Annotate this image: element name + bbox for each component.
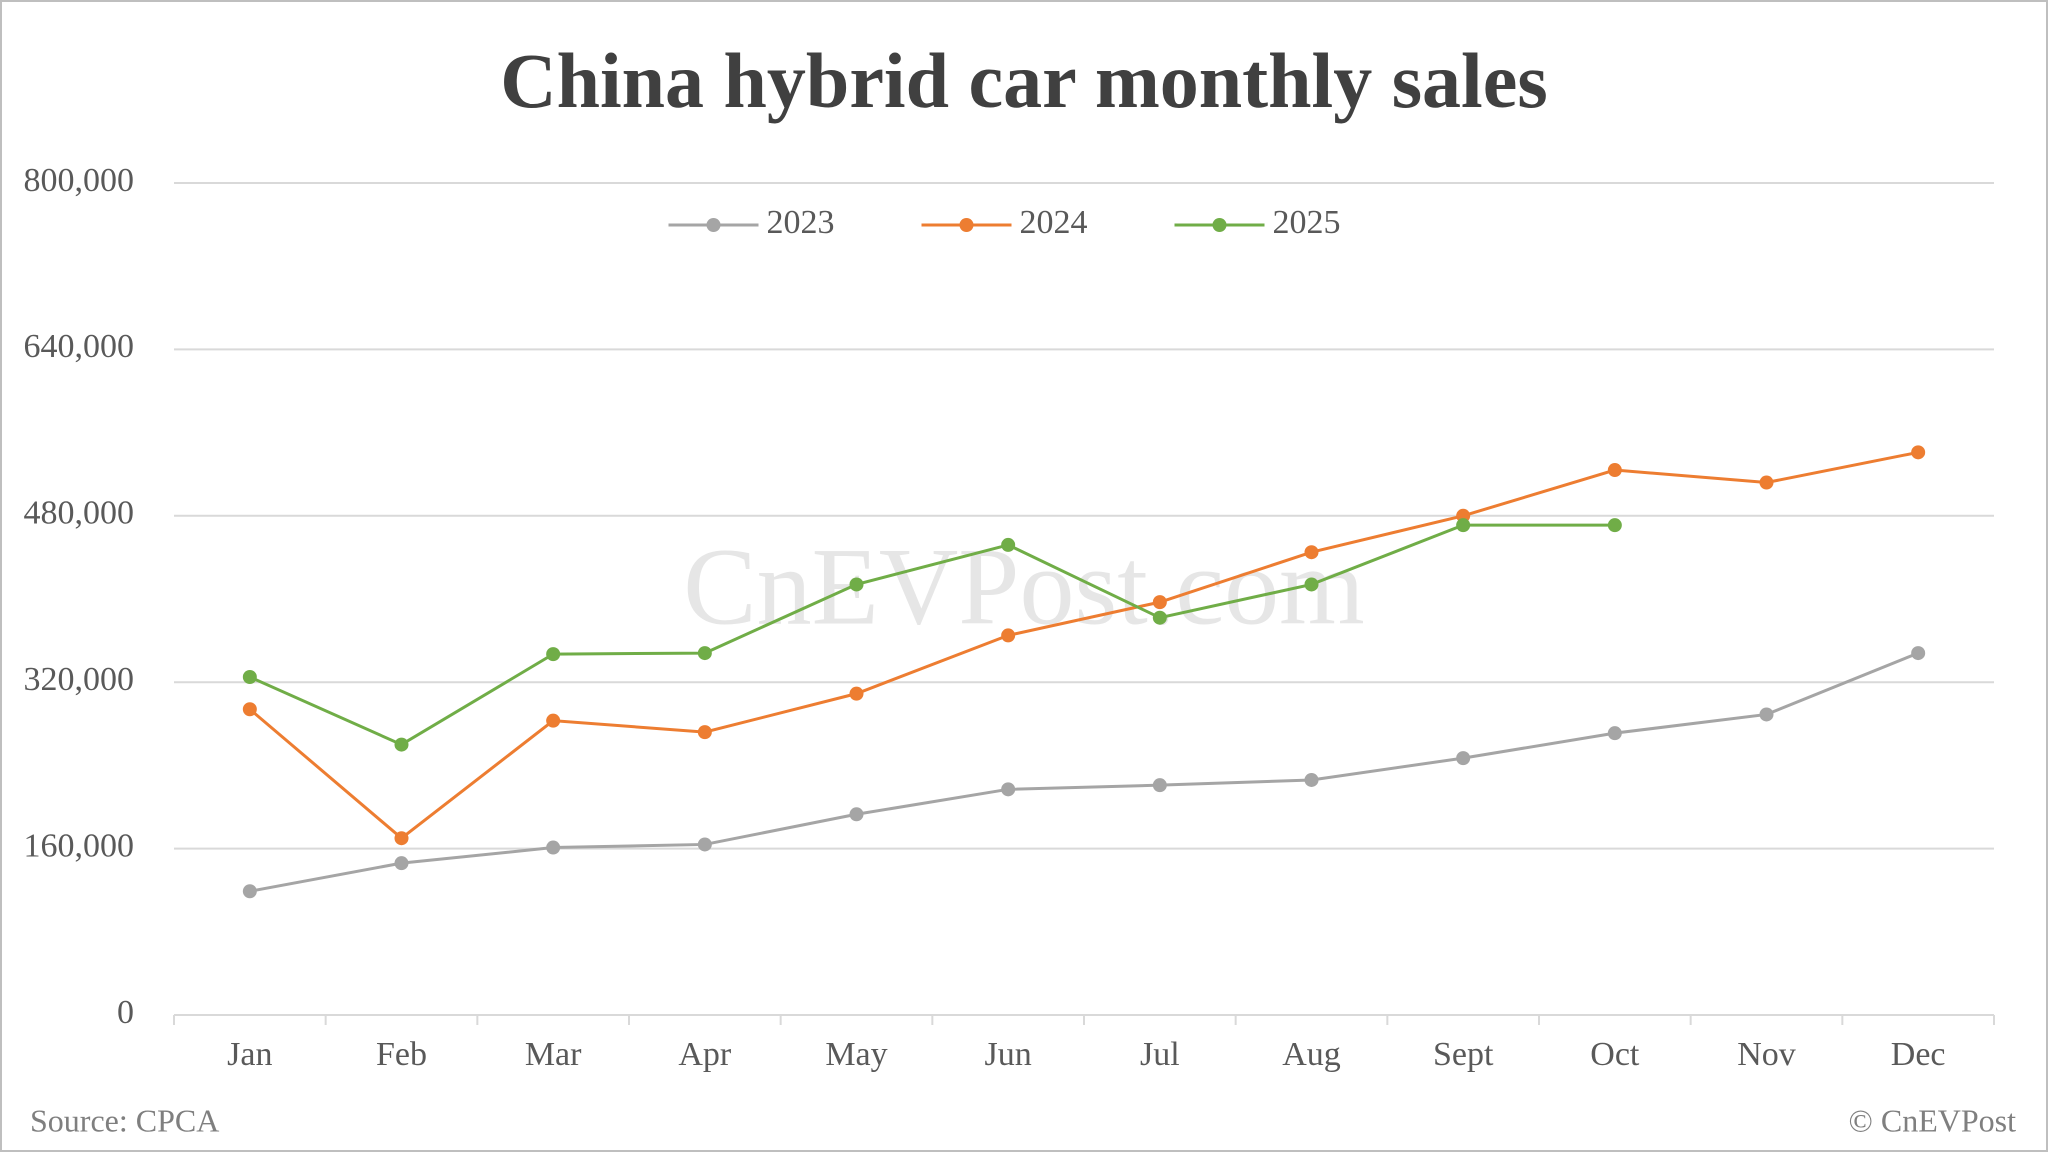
legend-marker <box>959 218 974 232</box>
data-point <box>1759 707 1774 722</box>
x-tick-label: Dec <box>1891 1036 1946 1073</box>
data-point <box>1456 518 1471 533</box>
data-point <box>1001 782 1016 797</box>
data-point <box>1304 545 1319 560</box>
data-point <box>849 577 864 592</box>
data-point <box>849 686 864 701</box>
data-point <box>1001 537 1016 552</box>
data-point <box>1152 778 1167 793</box>
data-point <box>697 725 712 740</box>
x-tick-label: Jul <box>1140 1036 1180 1073</box>
x-tick-label: Nov <box>1737 1036 1796 1073</box>
x-tick-label: Aug <box>1282 1036 1341 1073</box>
data-point <box>1911 646 1926 661</box>
data-point <box>1607 463 1622 478</box>
data-point <box>1152 610 1167 625</box>
data-point <box>242 884 257 899</box>
y-tick-label: 320,000 <box>24 661 135 698</box>
data-point <box>1304 772 1319 787</box>
watermark: CnEVPost.com <box>683 525 1364 647</box>
data-point <box>849 807 864 822</box>
legend-label: 2024 <box>1020 204 1088 241</box>
x-tick-label: Feb <box>376 1036 427 1073</box>
data-point <box>1607 518 1622 533</box>
source: Source: CPCA <box>30 1102 219 1138</box>
data-point <box>242 670 257 684</box>
data-point <box>1152 595 1167 610</box>
legend-label: 2023 <box>767 204 835 241</box>
data-point <box>1304 577 1319 592</box>
data-point <box>1001 628 1016 643</box>
data-point <box>546 647 561 662</box>
x-tick-label: Oct <box>1590 1036 1640 1073</box>
data-point <box>394 831 409 846</box>
x-tick-label: May <box>825 1036 887 1073</box>
legend-label: 2025 <box>1273 204 1341 241</box>
x-tick-label: Sept <box>1433 1036 1494 1073</box>
y-tick-label: 0 <box>117 994 134 1031</box>
chart-title: China hybrid car monthly sales <box>500 37 1547 124</box>
data-point <box>394 737 409 752</box>
data-point <box>546 713 561 728</box>
x-tick-label: Mar <box>525 1036 582 1073</box>
data-point <box>546 840 561 855</box>
data-point <box>1607 726 1622 741</box>
x-tick-label: Jun <box>985 1036 1032 1073</box>
y-tick-label: 640,000 <box>24 328 135 365</box>
x-tick-label: Apr <box>678 1036 732 1073</box>
y-tick-label: 160,000 <box>24 827 135 864</box>
credit: © CnEVPost <box>1849 1102 2017 1138</box>
x-tick-label: Jan <box>227 1036 272 1073</box>
series-line <box>248 450 1919 841</box>
data-point <box>697 837 712 852</box>
series-line <box>249 523 1615 747</box>
y-tick-label: 800,000 <box>24 162 135 199</box>
data-point <box>697 646 712 661</box>
data-point <box>1456 751 1471 766</box>
data-point <box>1911 445 1926 460</box>
data-point <box>394 856 409 871</box>
legend-marker <box>1212 218 1227 232</box>
data-point <box>242 702 257 717</box>
y-tick-label: 480,000 <box>24 495 135 532</box>
data-point <box>1759 475 1774 490</box>
series-line <box>249 651 1919 893</box>
legend-marker <box>706 218 721 232</box>
